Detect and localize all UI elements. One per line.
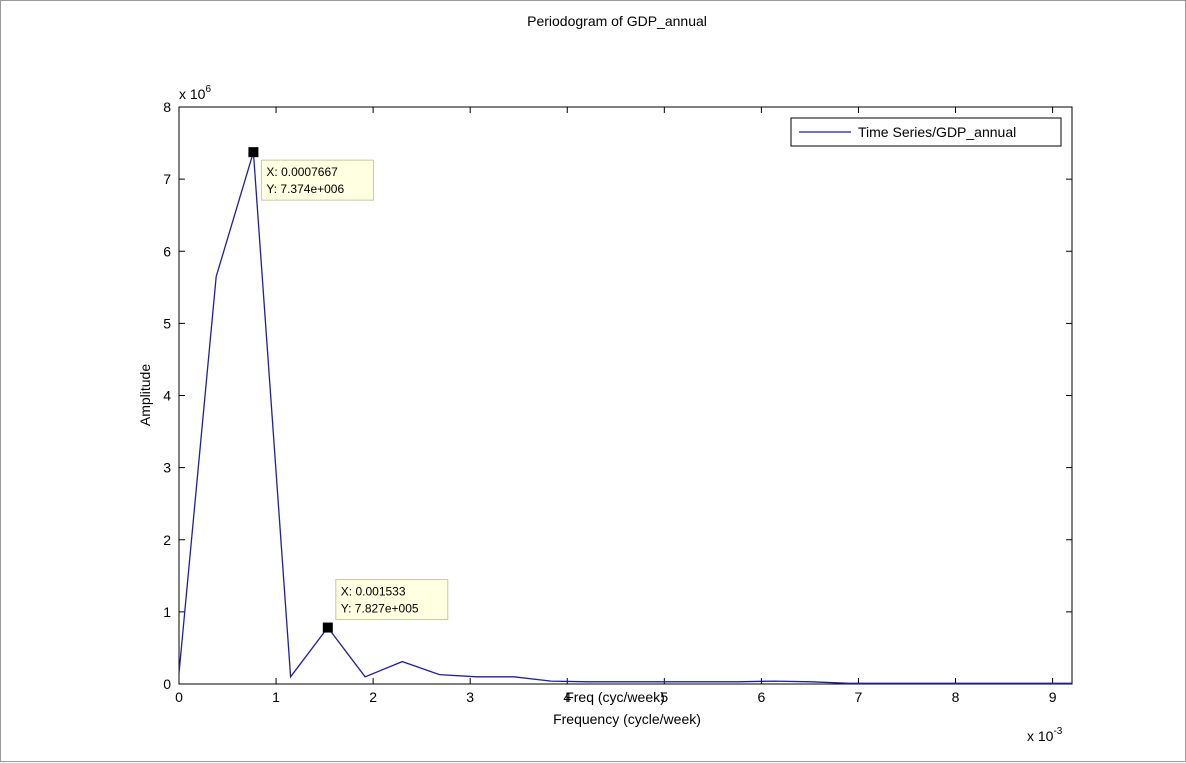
datatip-y-text: Y: 7.827e+005 bbox=[341, 602, 419, 616]
x-exponent-label: x 10-3 bbox=[1027, 726, 1063, 744]
x-axis-title-overlap: Freq (cyc/week) bbox=[565, 689, 665, 705]
x-tick-label: 6 bbox=[757, 689, 765, 705]
y-tick-label: 5 bbox=[163, 315, 171, 331]
datatip-x-text: X: 0.0007667 bbox=[266, 165, 338, 179]
datatip-marker bbox=[322, 622, 333, 633]
datatip-x-text: X: 0.001533 bbox=[341, 585, 406, 599]
y-tick-label: 4 bbox=[163, 388, 171, 404]
x-tick-label: 3 bbox=[466, 689, 474, 705]
x-tick-label: 2 bbox=[369, 689, 377, 705]
y-tick-label: 0 bbox=[163, 676, 171, 692]
y-exponent-label: x 106 bbox=[179, 84, 211, 102]
datatips: X: 0.0007667 Y: 7.374e+006 X: 0.001533 Y: 7… bbox=[260, 159, 449, 621]
datatip-markers bbox=[248, 147, 333, 633]
y-tick-label: 3 bbox=[163, 460, 171, 476]
y-axis-title: Amplitude bbox=[137, 364, 153, 426]
axes-box bbox=[178, 106, 1073, 685]
x-tick-label: 9 bbox=[1049, 689, 1057, 705]
datatip: X: 0.0007667 Y: 7.374e+006 bbox=[260, 159, 374, 201]
datatip-box bbox=[335, 579, 449, 621]
datatip-marker bbox=[248, 147, 259, 158]
y-tick-label: 2 bbox=[163, 532, 171, 548]
legend-label: Time Series/GDP_annual bbox=[858, 124, 1016, 140]
y-tick-label: 1 bbox=[163, 604, 171, 620]
datatip-box bbox=[260, 159, 374, 201]
x-axis-ticks: 0 1 2 3 4 5 6 7 8 9 bbox=[175, 107, 1057, 705]
x-tick-label: 0 bbox=[175, 689, 183, 705]
x-tick-label: 8 bbox=[952, 689, 960, 705]
x-axis-title: Frequency (cycle/week) bbox=[553, 711, 701, 727]
datatip-y-text: Y: 7.374e+006 bbox=[266, 182, 344, 196]
x-tick-label: 7 bbox=[855, 689, 863, 705]
legend[interactable]: Time Series/GDP_annual bbox=[790, 117, 1062, 147]
x-tick-label: 5 bbox=[660, 689, 668, 705]
y-tick-label: 7 bbox=[163, 171, 171, 187]
y-tick-label: 6 bbox=[163, 243, 171, 259]
y-tick-label: 8 bbox=[163, 99, 171, 115]
y-axis-ticks: 0 1 2 3 4 5 6 7 8 bbox=[163, 99, 1072, 692]
x-tick-label: 1 bbox=[272, 689, 280, 705]
x-tick-label: 4 bbox=[563, 689, 571, 705]
chart-title: Periodogram of GDP_annual bbox=[527, 13, 707, 29]
datatip: X: 0.001533 Y: 7.827e+005 bbox=[335, 579, 449, 621]
